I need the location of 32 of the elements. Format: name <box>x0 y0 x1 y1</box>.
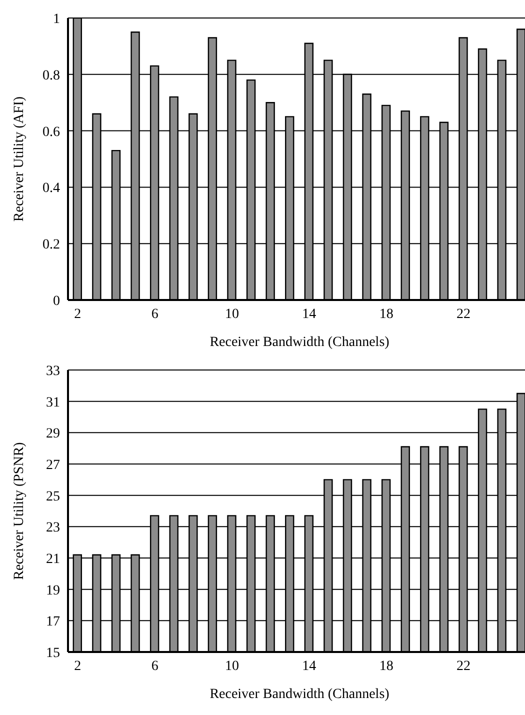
x-tick-label: 10 <box>224 306 239 322</box>
x-axis-title: Receiver Bandwidth (Channels) <box>210 687 390 702</box>
x-tick-label: 18 <box>379 306 394 322</box>
y-tick-label: 29 <box>46 426 60 442</box>
y-tick-label: 15 <box>46 646 60 661</box>
y-axis-title: Receiver Utility (PSNR) <box>12 442 27 580</box>
y-tick-label: 25 <box>46 489 60 504</box>
y-tick-label: 0 <box>53 294 60 309</box>
x-axis-title: Receiver Bandwidth (Channels) <box>210 335 390 350</box>
x-tick-label: 6 <box>151 306 158 322</box>
y-tick-label: 31 <box>46 395 60 410</box>
y-tick-label: 17 <box>46 614 60 630</box>
y-tick-label: 0.6 <box>42 124 60 140</box>
y-tick-label: 1 <box>53 12 60 27</box>
x-tick-label: 14 <box>302 306 316 322</box>
x-tick-label: 22 <box>456 658 470 674</box>
y-tick-label: 23 <box>46 520 60 536</box>
y-tick-label: 33 <box>46 364 60 379</box>
y-tick-label: 0.2 <box>42 238 60 253</box>
y-tick-label: 19 <box>46 583 60 598</box>
x-tick-label: 14 <box>302 658 316 674</box>
x-tick-label: 18 <box>379 658 394 674</box>
x-tick-label: 2 <box>74 306 82 322</box>
y-tick-label: 21 <box>46 552 60 567</box>
x-tick-label: 2 <box>74 658 82 674</box>
y-tick-label: 0.8 <box>42 68 60 84</box>
y-tick-label: 27 <box>46 458 60 473</box>
x-tick-label: 22 <box>456 306 470 322</box>
x-tick-label: 6 <box>151 658 158 674</box>
y-tick-label: 0.4 <box>42 181 60 196</box>
y-axis-title: Receiver Utility (AFI) <box>12 96 27 222</box>
x-tick-label: 10 <box>224 658 239 674</box>
